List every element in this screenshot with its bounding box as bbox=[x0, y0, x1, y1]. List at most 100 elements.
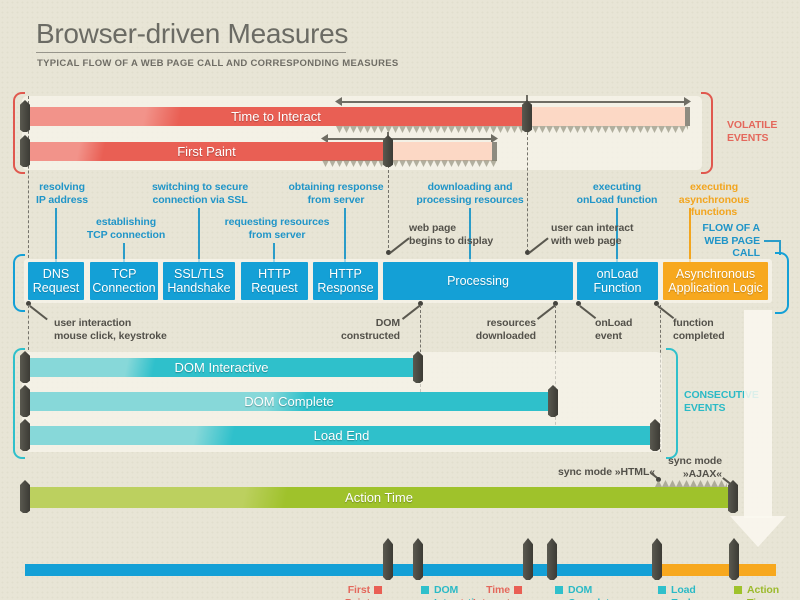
sync-mode-html-label: sync mode »HTML« bbox=[558, 466, 656, 478]
connector-resolving-ip bbox=[55, 208, 57, 262]
box-ssl-tls-handshake: SSL/TLS Handshake bbox=[163, 262, 235, 300]
tti-bar-volatile-range bbox=[527, 107, 690, 126]
flow-group-label: FLOW OF A WEB PAGE CALL bbox=[702, 222, 760, 259]
timeline-label-action-time: Action Time bbox=[747, 584, 780, 600]
tti-measure-line bbox=[341, 101, 685, 103]
action-start-marker bbox=[20, 480, 30, 513]
fp-bar-volatile-range bbox=[388, 142, 497, 161]
line-onload-event bbox=[579, 305, 597, 319]
timeline-marker-first-paint bbox=[383, 538, 393, 580]
annotation-resources-downloaded: resources downloaded bbox=[475, 317, 536, 342]
timeline-label-load-end: Load End bbox=[671, 584, 696, 600]
timeline-async-segment bbox=[660, 564, 776, 576]
volatile-bracket-left bbox=[13, 92, 25, 174]
annotation-function-completed: function completed bbox=[673, 317, 725, 342]
legend-square-load-end bbox=[658, 586, 666, 594]
consecutive-bracket-left bbox=[13, 348, 25, 459]
annotation-tcp-connection: establishing TCP connection bbox=[86, 216, 166, 241]
annotation-dom-constructed: DOM constructed bbox=[341, 317, 400, 342]
fp-sawtooth bbox=[322, 160, 497, 167]
fp-bar-endcap bbox=[492, 142, 497, 161]
guide-line-dom-interactive bbox=[420, 305, 421, 392]
legend-square-dom-interactive bbox=[421, 586, 429, 594]
annotation-user-interaction: user interaction mouse click, keystroke bbox=[54, 317, 167, 342]
box-dns-request: DNS Request bbox=[28, 262, 84, 300]
flow-direction-arrow-shaft bbox=[744, 310, 772, 518]
guide-line-start bbox=[28, 96, 29, 258]
dom-complete-start-marker bbox=[20, 385, 30, 417]
line-resources-downloaded bbox=[537, 305, 556, 320]
callout-dot-interact bbox=[525, 250, 530, 255]
tti-arrowhead-right bbox=[684, 97, 691, 106]
page-title: Browser-driven Measures bbox=[36, 18, 349, 49]
consecutive-bracket-right bbox=[666, 348, 678, 459]
annotation-executing-onload: executing onLoad function bbox=[576, 181, 658, 206]
load-end-bar: Load End bbox=[25, 426, 658, 445]
timeline-label-first-paint: First Paint bbox=[345, 584, 370, 600]
box-processing: Processing bbox=[383, 262, 573, 300]
dom-interactive-end-marker bbox=[413, 351, 423, 383]
action-end-marker bbox=[728, 480, 738, 513]
annotation-resolving-ip: resolving IP address bbox=[36, 181, 88, 206]
dom-complete-end-marker bbox=[548, 385, 558, 417]
fp-arrowhead-left bbox=[321, 134, 328, 143]
timeline-marker-dom-interactive bbox=[413, 538, 423, 580]
line-dom-constructed bbox=[402, 305, 421, 320]
box-async-application-logic: Asynchronous Application Logic bbox=[663, 262, 768, 300]
time-to-interact-bar: Time to Interact bbox=[25, 107, 527, 126]
sync-mode-ajax-label: sync mode »AJAX« bbox=[668, 455, 722, 480]
legend-square-dom-complete bbox=[555, 586, 563, 594]
box-http-response: HTTP Response bbox=[313, 262, 378, 300]
box-http-request: HTTP Request bbox=[241, 262, 308, 300]
flow-bracket-left bbox=[13, 254, 25, 312]
connector-downloading bbox=[469, 208, 471, 262]
dom-interactive-bar: DOM Interactive bbox=[25, 358, 418, 377]
flow-bracket-right bbox=[775, 252, 789, 314]
box-tcp-connection: TCP Connection bbox=[90, 262, 158, 300]
legend-square-time-to-interact bbox=[514, 586, 522, 594]
fp-arrowhead-right bbox=[491, 134, 498, 143]
dot-onload-event bbox=[576, 301, 581, 306]
dom-interactive-start-marker bbox=[20, 351, 30, 383]
title-underline bbox=[36, 52, 346, 53]
dot-dom-constructed bbox=[418, 301, 423, 306]
dot-user-interaction bbox=[26, 301, 31, 306]
tti-sawtooth bbox=[336, 126, 688, 133]
timeline-label-time-to-interact: Time to Interact bbox=[460, 584, 510, 600]
flow-label-line-v bbox=[779, 240, 781, 255]
flow-label-line-h bbox=[764, 240, 781, 242]
dom-complete-bar: DOM Complete bbox=[25, 392, 553, 411]
callout-line-display bbox=[389, 237, 410, 254]
fp-start-marker bbox=[20, 135, 30, 167]
load-end-end-marker bbox=[650, 419, 660, 451]
annotation-downloading-processing: downloading and processing resources bbox=[416, 181, 524, 206]
annotation-ssl-switch: switching to secure connection via SSL bbox=[151, 181, 249, 206]
dot-function-completed bbox=[654, 301, 659, 306]
timeline-label-dom-complete: DOM Complete bbox=[568, 584, 615, 600]
action-time-bar: Action Time bbox=[25, 487, 733, 508]
legend-square-first-paint bbox=[374, 586, 382, 594]
annotation-obtaining-response: obtaining response from server bbox=[288, 181, 384, 206]
connector-ssl bbox=[198, 208, 200, 262]
connector-tcp bbox=[123, 243, 125, 262]
callout-webpage-display: web page begins to display bbox=[409, 222, 494, 247]
callout-dot-display bbox=[386, 250, 391, 255]
timeline-label-dom-interactive: DOM Interactive bbox=[434, 584, 486, 600]
dot-resources-downloaded bbox=[553, 301, 558, 306]
connector-onload bbox=[616, 208, 618, 262]
timeline-marker-load-end bbox=[652, 538, 662, 580]
flow-direction-arrow-head bbox=[730, 516, 786, 547]
annotation-onload-event: onLoad event bbox=[595, 317, 633, 342]
timeline-sync-segment bbox=[25, 564, 660, 576]
connector-requesting bbox=[273, 243, 275, 262]
fp-end-marker bbox=[383, 135, 393, 167]
page-subtitle: TYPICAL FLOW OF A WEB PAGE CALL AND CORR… bbox=[37, 58, 399, 69]
tti-arrowhead-left bbox=[335, 97, 342, 106]
consecutive-events-label: CONSECUTIVE EVENTS bbox=[684, 389, 759, 414]
legend-square-action-time bbox=[734, 586, 742, 594]
line-user-interaction bbox=[29, 305, 48, 320]
timeline-marker-action-time bbox=[729, 538, 739, 580]
guide-line-time-to-interact bbox=[527, 132, 528, 252]
guide-line-first-paint bbox=[388, 165, 389, 253]
